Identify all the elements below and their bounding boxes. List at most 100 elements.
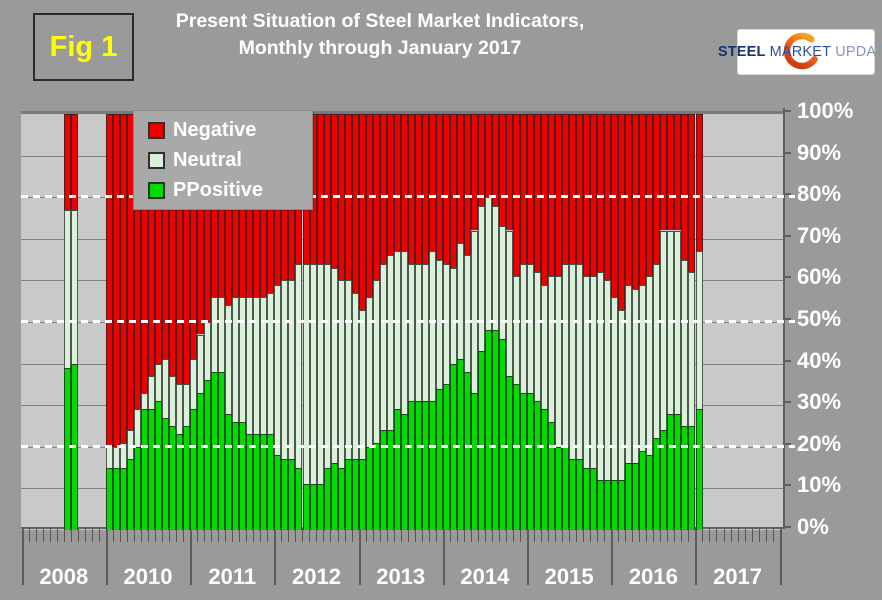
segment-negative <box>653 114 661 264</box>
month-tick <box>758 529 760 542</box>
month-tick <box>428 529 430 542</box>
month-tick <box>281 529 283 542</box>
segment-positive <box>316 484 324 530</box>
y-axis-label-80%: 80% <box>797 181 842 207</box>
segment-positive <box>442 384 450 530</box>
month-tick <box>323 529 325 542</box>
x-axis-label-2014: 2014 <box>460 564 510 589</box>
segment-negative <box>477 114 485 206</box>
month-tick <box>295 529 297 542</box>
segment-positive <box>400 413 408 530</box>
segment-negative <box>506 114 514 231</box>
segment-neutral <box>218 297 226 372</box>
figure-label: Fig 1 <box>49 30 118 63</box>
year-separator <box>21 529 24 585</box>
month-tick <box>751 529 753 542</box>
month-tick <box>176 529 178 542</box>
month-tick <box>660 529 662 542</box>
positive-swatch-icon <box>148 181 165 199</box>
segment-positive <box>632 463 640 530</box>
stacked-bar-2016-04 <box>632 114 640 530</box>
month-tick <box>330 529 332 542</box>
segment-neutral <box>141 392 149 410</box>
segment-positive <box>646 455 654 530</box>
segment-negative <box>660 114 668 231</box>
segment-negative <box>667 114 675 231</box>
month-tick <box>702 529 704 542</box>
segment-neutral <box>562 263 570 447</box>
segment-neutral <box>225 305 233 414</box>
segment-positive <box>499 338 506 530</box>
segment-positive <box>134 446 142 530</box>
segment-neutral <box>597 272 605 481</box>
segment-positive <box>169 426 177 530</box>
segment-positive <box>141 409 149 530</box>
segment-positive <box>239 421 247 530</box>
segment-neutral <box>449 267 457 364</box>
figure-label-box: Fig 1 <box>33 13 134 81</box>
stacked-bar-2016-08 <box>660 114 668 530</box>
y-tick-50% <box>783 318 791 320</box>
segment-positive <box>695 409 703 530</box>
segment-negative <box>435 114 443 260</box>
segment-negative <box>576 114 584 264</box>
segment-negative <box>527 114 535 264</box>
segment-neutral <box>653 263 661 439</box>
month-tick <box>498 529 500 542</box>
segment-positive <box>562 446 570 530</box>
segment-neutral <box>548 276 556 422</box>
segment-neutral <box>660 230 668 431</box>
segment-negative <box>379 114 387 264</box>
month-tick <box>653 529 655 542</box>
legend-item-positive: PPositive <box>148 179 312 202</box>
segment-negative <box>513 114 521 277</box>
segment-negative <box>611 114 619 298</box>
y-tick-30% <box>783 401 791 404</box>
stacked-bar-2016-07 <box>653 114 661 530</box>
segment-neutral <box>484 197 492 331</box>
month-tick <box>555 529 557 542</box>
segment-positive <box>393 409 401 530</box>
logo-word-update: UPDATE <box>835 44 882 60</box>
segment-positive <box>211 371 219 530</box>
stacked-bar-2014-03 <box>456 114 464 530</box>
segment-positive <box>555 446 563 530</box>
segment-negative <box>463 114 471 256</box>
segment-negative <box>407 114 415 264</box>
segment-neutral <box>169 376 177 426</box>
segment-positive <box>513 384 521 530</box>
segment-neutral <box>541 284 549 410</box>
month-tick <box>63 529 65 542</box>
segment-positive <box>456 359 464 530</box>
segment-negative <box>316 114 324 264</box>
segment-neutral <box>393 251 401 410</box>
segment-neutral <box>323 263 331 468</box>
stacked-bar-2014-06 <box>477 114 485 530</box>
month-tick <box>569 529 571 542</box>
month-tick <box>744 529 746 542</box>
y-tick-10% <box>783 484 791 487</box>
segment-neutral <box>197 334 205 393</box>
stacked-bar-2016-11 <box>681 114 689 530</box>
segment-neutral <box>372 280 380 443</box>
stacked-bar-2015-08 <box>576 114 584 530</box>
segment-neutral <box>414 263 422 402</box>
x-axis-label-2013: 2013 <box>376 564 426 589</box>
month-tick <box>681 529 683 542</box>
month-tick <box>316 529 318 542</box>
page-title: Present Situation of Steel Market Indica… <box>140 8 620 62</box>
segment-positive <box>674 413 682 530</box>
dashed-gridline-50 <box>21 320 795 323</box>
segment-positive <box>604 480 612 530</box>
segment-neutral <box>351 292 359 460</box>
stacked-bar-2010-02 <box>113 114 121 530</box>
stacked-bar-2012-07 <box>316 114 324 530</box>
segment-positive <box>155 401 163 530</box>
segment-neutral <box>344 280 352 460</box>
segment-positive <box>590 467 598 530</box>
year-separator <box>527 529 530 585</box>
segment-neutral <box>491 205 499 331</box>
segment-neutral <box>148 376 156 410</box>
segment-positive <box>583 467 591 530</box>
segment-neutral <box>632 288 640 464</box>
